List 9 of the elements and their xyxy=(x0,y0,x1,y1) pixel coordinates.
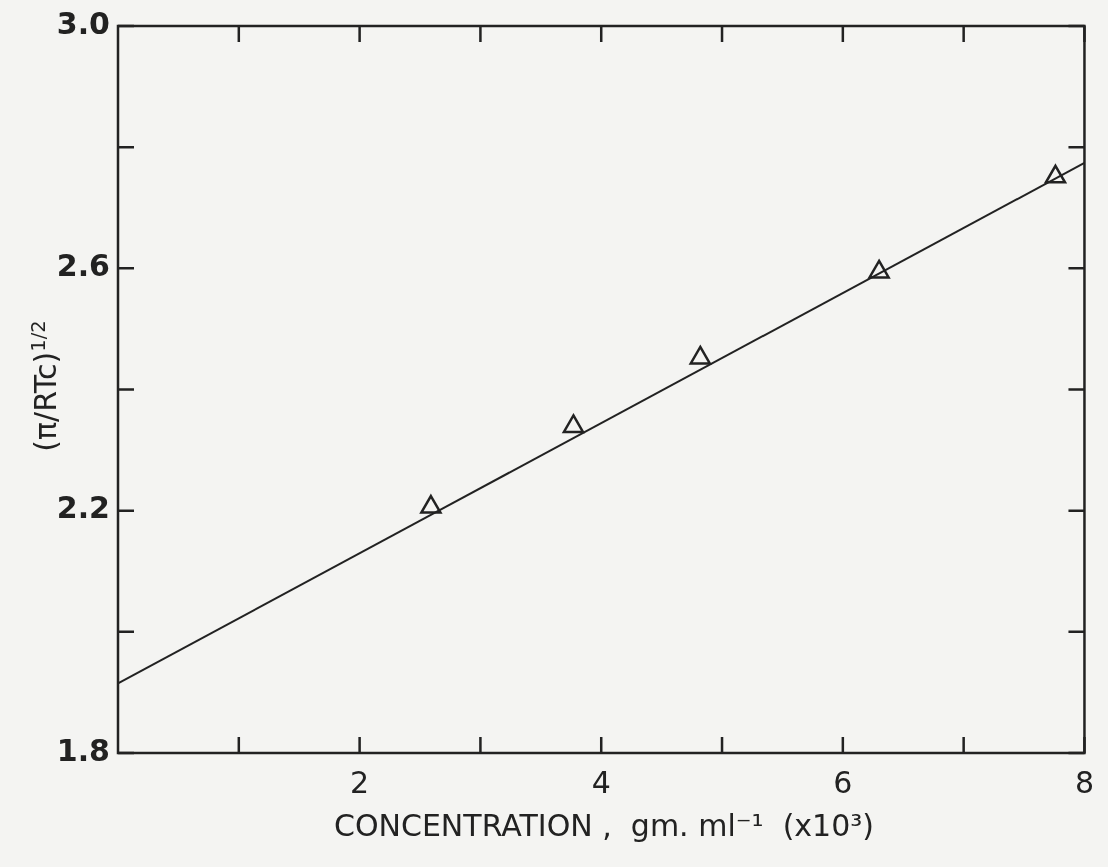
y-tick-label: 3.0 xyxy=(56,5,110,41)
y-tick-label: 1.8 xyxy=(56,732,110,768)
y-tick-label: 2.6 xyxy=(56,248,110,284)
x-axis-title: CONCENTRATION , gm. ml⁻¹ (x10³) xyxy=(332,808,876,843)
y-tick-label: 2.2 xyxy=(56,490,110,526)
x-tick-label: 4 xyxy=(591,764,611,800)
x-tick-label: 6 xyxy=(833,764,853,800)
x-tick-label: 2 xyxy=(350,764,370,800)
x-tick-label: 8 xyxy=(1074,764,1094,800)
